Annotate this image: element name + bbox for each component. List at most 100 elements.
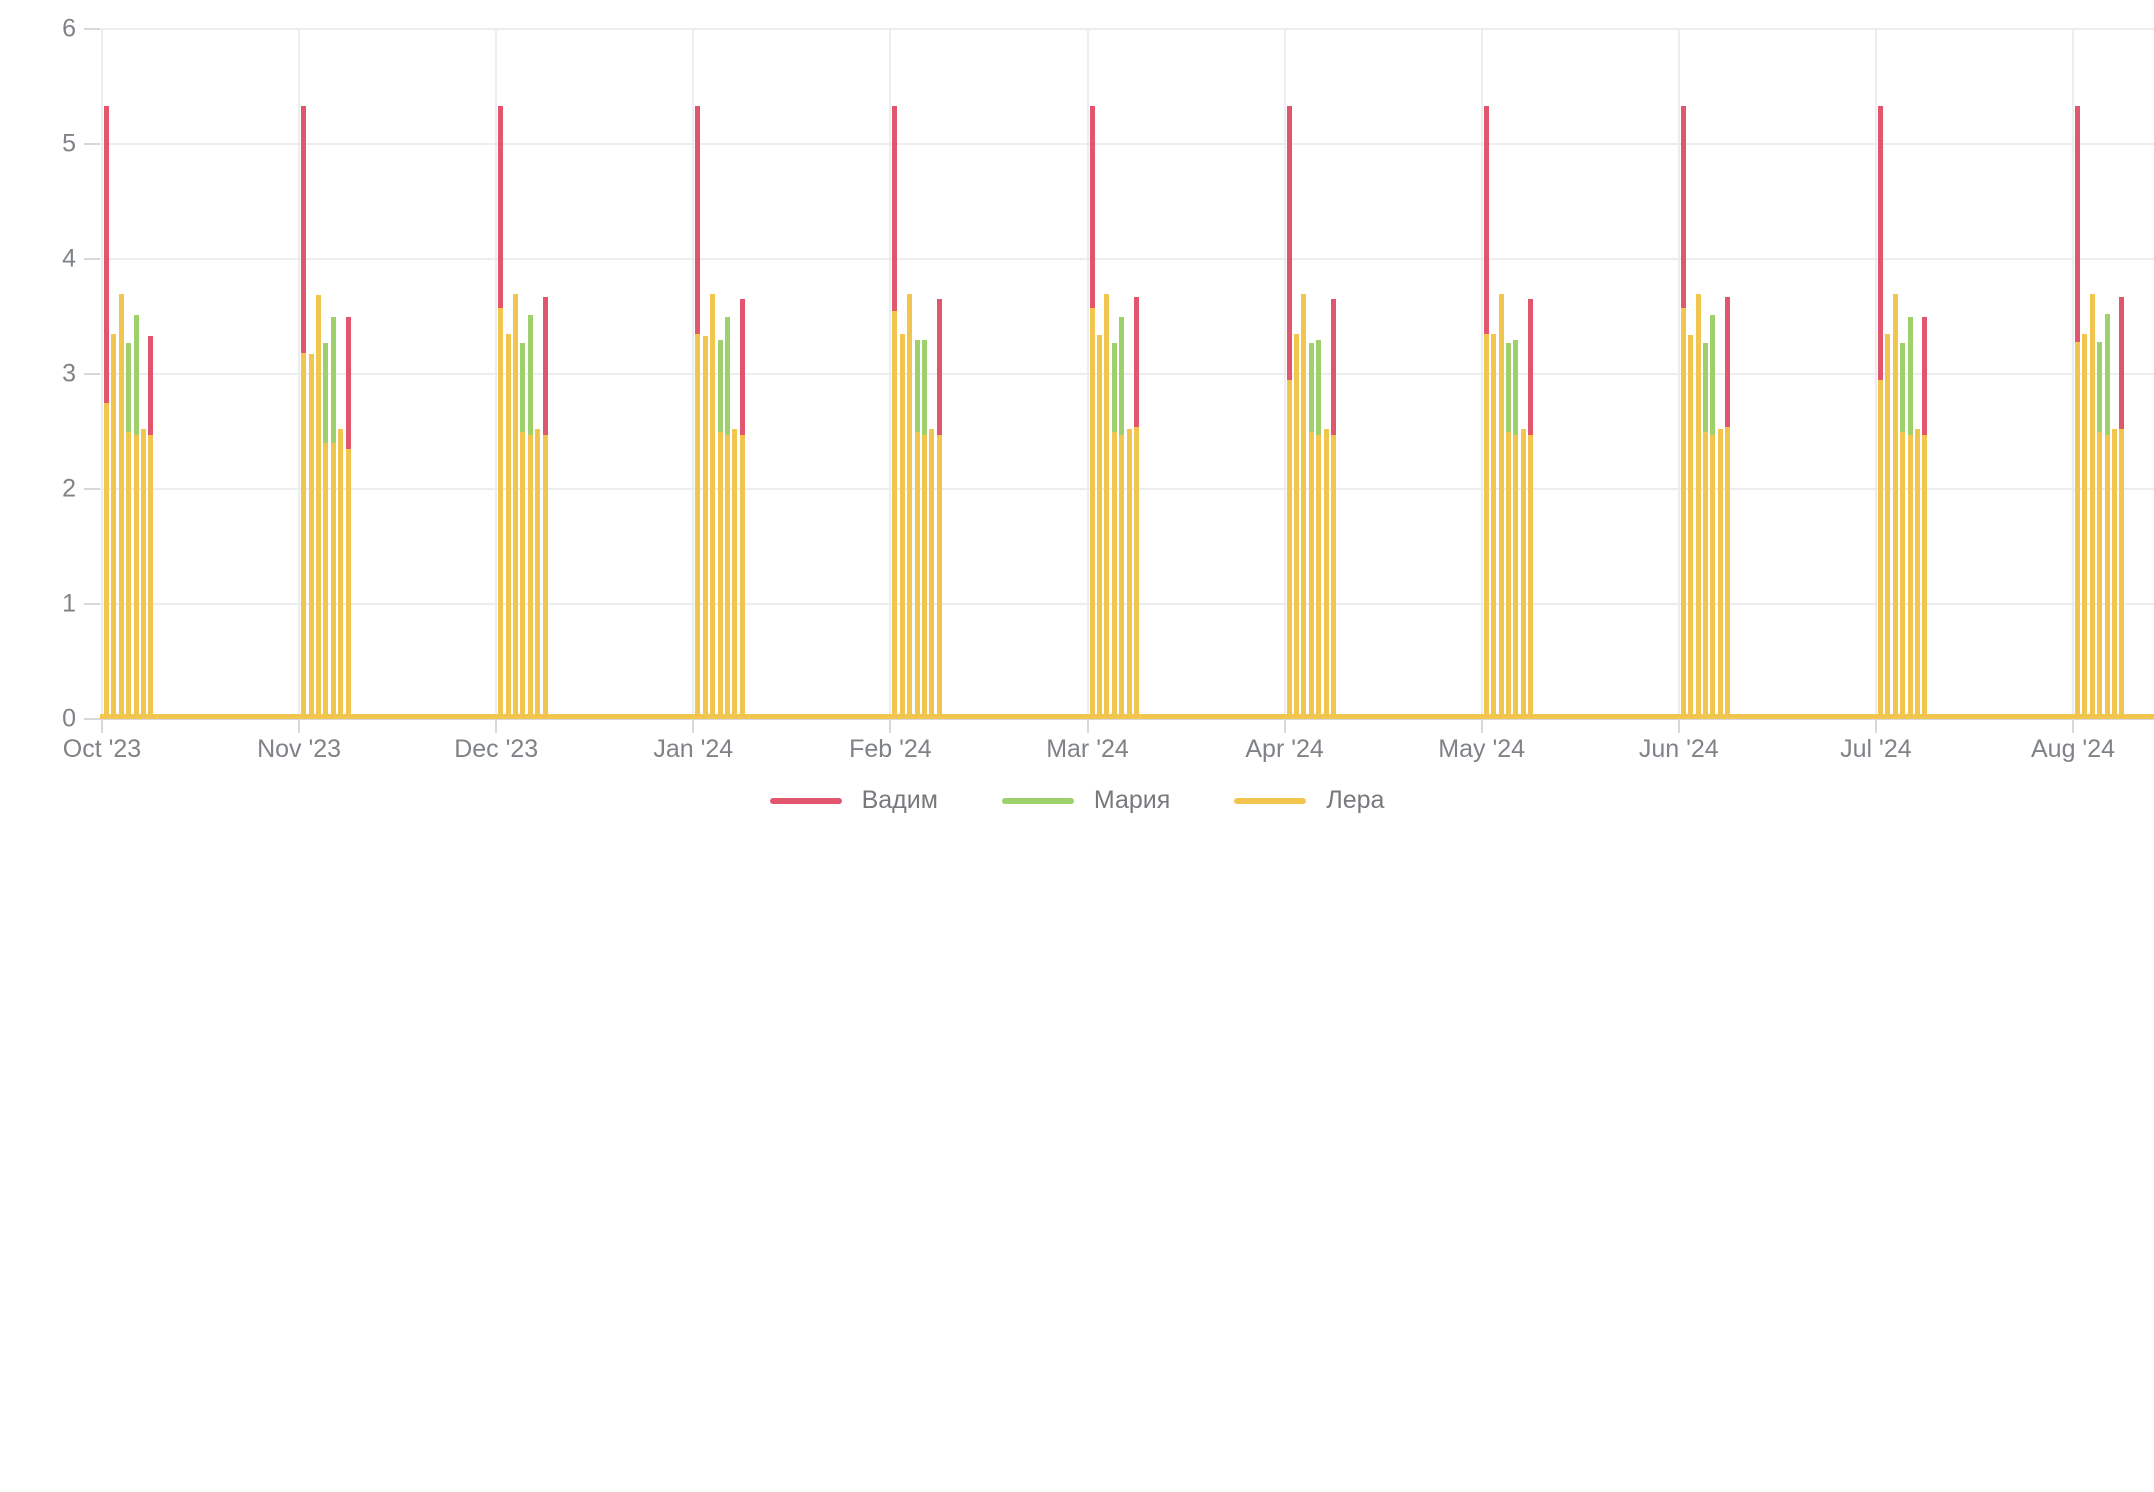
bar-lera[interactable] bbox=[1695, 293, 1701, 719]
bar-lera-front[interactable] bbox=[1877, 379, 1883, 719]
bar-lera-front[interactable] bbox=[922, 434, 927, 719]
bar-lera-front[interactable] bbox=[739, 434, 745, 719]
bar-lera-front[interactable] bbox=[936, 434, 942, 719]
bar-lera[interactable] bbox=[1498, 293, 1504, 719]
x-axis-label: May '24 bbox=[1438, 735, 1526, 763]
gridline-x bbox=[1677, 29, 1680, 719]
bar-lera-front[interactable] bbox=[892, 310, 898, 719]
bar-lera[interactable] bbox=[1491, 333, 1497, 719]
bar-lera[interactable] bbox=[929, 429, 935, 719]
x-axis-tick bbox=[1480, 719, 1483, 733]
bar-lera-front[interactable] bbox=[520, 431, 526, 719]
bar-lera-front[interactable] bbox=[2097, 431, 2103, 719]
bar-lera[interactable] bbox=[2089, 293, 2095, 719]
bar-lera[interactable] bbox=[710, 293, 716, 719]
bar-lera-front[interactable] bbox=[126, 431, 132, 719]
bar-lera-front[interactable] bbox=[323, 443, 329, 719]
bar-lera[interactable] bbox=[1914, 429, 1920, 719]
bar-lera[interactable] bbox=[315, 294, 321, 719]
legend-label: Мария bbox=[1093, 786, 1171, 814]
legend-item-maria[interactable]: Мария bbox=[1001, 786, 1171, 815]
bar-lera-front[interactable] bbox=[2119, 429, 2125, 719]
bar-lera-front[interactable] bbox=[301, 353, 307, 719]
bar-lera[interactable] bbox=[505, 333, 511, 719]
bar-lera[interactable] bbox=[513, 293, 518, 719]
bar-lera-front[interactable] bbox=[527, 434, 533, 719]
bar-lera-front[interactable] bbox=[1111, 431, 1117, 719]
bar-lera-front[interactable] bbox=[1725, 426, 1731, 719]
bar-lera-front[interactable] bbox=[104, 402, 109, 719]
bar-lera-front[interactable] bbox=[1703, 431, 1708, 719]
bar-lera[interactable] bbox=[1520, 429, 1526, 719]
bar-lera-front[interactable] bbox=[2075, 341, 2080, 719]
bar-lera[interactable] bbox=[899, 333, 905, 719]
bar-lera[interactable] bbox=[732, 429, 738, 719]
bar-lera-front[interactable] bbox=[724, 434, 730, 719]
bar-lera[interactable] bbox=[141, 429, 146, 719]
bar-lera-front[interactable] bbox=[1907, 434, 1913, 719]
x-axis-label: Jun '24 bbox=[1638, 735, 1719, 763]
bar-lera[interactable] bbox=[1892, 293, 1898, 719]
gridline-x bbox=[495, 29, 498, 719]
bar-lera[interactable] bbox=[907, 293, 913, 719]
bar-lera-front[interactable] bbox=[148, 434, 154, 719]
bar-lera[interactable] bbox=[2112, 429, 2117, 719]
bar-lera-front[interactable] bbox=[717, 431, 723, 719]
y-axis-label: 2 bbox=[62, 474, 76, 503]
gridline-y-4 bbox=[100, 258, 2154, 260]
bar-lera[interactable] bbox=[308, 354, 314, 719]
gridline-x bbox=[1283, 29, 1286, 719]
bar-lera[interactable] bbox=[338, 429, 344, 719]
bar-lera-front[interactable] bbox=[1513, 434, 1519, 719]
bar-lera-front[interactable] bbox=[1308, 431, 1314, 719]
bar-lera[interactable] bbox=[1294, 333, 1299, 719]
chart-legend: Вадим Мария Лера bbox=[0, 786, 2154, 815]
x-axis-label: Jan '24 bbox=[653, 735, 734, 763]
x-axis-tick bbox=[1283, 719, 1286, 733]
gridline-y-0 bbox=[100, 718, 2154, 720]
bar-lera-front[interactable] bbox=[1286, 379, 1292, 719]
bar-lera-front[interactable] bbox=[345, 448, 351, 719]
legend-item-vadim[interactable]: Вадим bbox=[769, 786, 938, 815]
bar-lera-front[interactable] bbox=[1133, 426, 1139, 719]
bar-lera-front[interactable] bbox=[1900, 431, 1906, 719]
bar-lera[interactable] bbox=[1301, 293, 1307, 719]
bar-lera-front[interactable] bbox=[1119, 434, 1125, 719]
bar-lera-front[interactable] bbox=[1483, 333, 1489, 719]
legend-label: Лера bbox=[1326, 786, 1385, 814]
bar-lera-front[interactable] bbox=[914, 431, 920, 719]
bar-lera[interactable] bbox=[118, 293, 124, 719]
bar-lera-front[interactable] bbox=[330, 443, 336, 719]
bar-lera[interactable] bbox=[2082, 333, 2088, 719]
gridline-y-3 bbox=[100, 373, 2154, 375]
bar-lera-front[interactable] bbox=[1089, 308, 1095, 719]
bar-lera-front[interactable] bbox=[1505, 431, 1511, 719]
bar-lera-front[interactable] bbox=[1316, 434, 1322, 719]
bar-lera-front[interactable] bbox=[695, 333, 701, 719]
bar-lera-front[interactable] bbox=[1922, 434, 1928, 719]
bar-lera-front[interactable] bbox=[542, 434, 548, 719]
bar-lera[interactable] bbox=[1885, 333, 1891, 719]
bar-lera[interactable] bbox=[535, 429, 541, 719]
bar-lera[interactable] bbox=[1096, 334, 1102, 719]
bar-lera-front[interactable] bbox=[498, 308, 504, 719]
x-axis-tick bbox=[889, 719, 892, 733]
bar-lera-front[interactable] bbox=[1528, 434, 1534, 719]
y-axis-label: 0 bbox=[62, 704, 76, 733]
bar-lera-front[interactable] bbox=[1710, 434, 1716, 719]
bar-lera-front[interactable] bbox=[133, 434, 139, 719]
y-axis-tick bbox=[84, 718, 100, 720]
bar-lera-front[interactable] bbox=[2104, 434, 2110, 719]
bar-lera[interactable] bbox=[111, 333, 117, 719]
bar-lera[interactable] bbox=[1323, 429, 1329, 719]
gridline-x bbox=[1874, 29, 1877, 719]
bar-lera[interactable] bbox=[1104, 293, 1110, 719]
legend-item-lera[interactable]: Лера bbox=[1234, 786, 1384, 815]
x-axis-label: Feb '24 bbox=[849, 735, 932, 763]
bar-lera[interactable] bbox=[702, 336, 708, 719]
bar-lera[interactable] bbox=[1717, 429, 1723, 719]
bar-lera[interactable] bbox=[1688, 334, 1694, 719]
bar-lera-front[interactable] bbox=[1680, 308, 1686, 719]
bar-lera[interactable] bbox=[1126, 429, 1132, 719]
bar-lera-front[interactable] bbox=[1331, 434, 1336, 719]
